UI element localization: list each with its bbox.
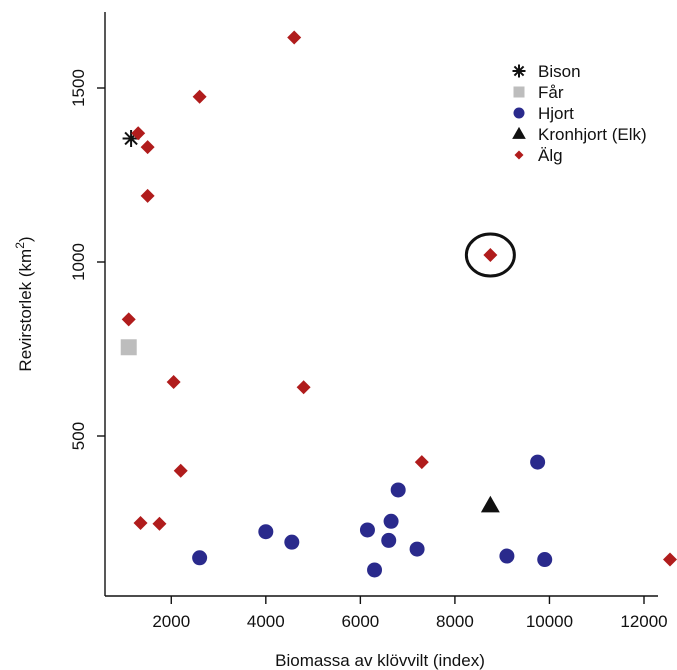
legend-label: Bison — [538, 62, 581, 81]
y-axis-title-superscript: 2 — [13, 242, 27, 249]
axes — [104, 12, 658, 597]
data-point — [381, 532, 397, 548]
data-point — [480, 495, 500, 513]
highlight-circle — [464, 232, 516, 278]
data-point — [663, 552, 677, 567]
data-point — [121, 312, 136, 327]
x-tick-label: 12000 — [620, 612, 667, 631]
data-point — [284, 534, 300, 550]
x-tick-label: 4000 — [247, 612, 285, 631]
data-point — [414, 455, 429, 470]
x-tick-label: 2000 — [152, 612, 190, 631]
legend-label: Älg — [538, 146, 563, 165]
y-axis-title-end: ) — [16, 236, 35, 242]
x-ticks: 2000 4000 6000 8000 10000 12000 — [152, 596, 668, 631]
data-point — [383, 513, 399, 529]
x-axis-title: Biomassa av klövvilt (index) — [275, 651, 485, 670]
legend-marker-circle — [513, 107, 525, 119]
y-axis-title-text: Revirstorlek (km — [16, 249, 35, 372]
data-point — [131, 126, 146, 141]
legend-item: Kronhjort (Elk) — [512, 125, 647, 144]
x-tick-label: 10000 — [526, 612, 573, 631]
series--lg — [121, 30, 677, 567]
legend-label: Kronhjort (Elk) — [538, 125, 647, 144]
data-point — [390, 482, 406, 498]
legend-marker-triangle — [512, 126, 526, 139]
y-tick-label: 500 — [69, 422, 88, 450]
data-point — [409, 541, 425, 557]
data-point — [173, 463, 188, 478]
legend-item: Bison — [512, 62, 581, 81]
data-point — [166, 375, 181, 390]
data-point — [359, 522, 375, 538]
x-tick-label: 6000 — [341, 612, 379, 631]
data-point — [296, 380, 311, 395]
data-point — [258, 524, 274, 540]
data-point — [367, 562, 383, 578]
data-point — [133, 516, 148, 530]
legend-label: Får — [538, 83, 564, 102]
legend-item: Får — [513, 83, 564, 102]
data-point — [287, 30, 302, 45]
series-f-r — [120, 339, 137, 356]
legend-marker-diamond — [514, 150, 524, 160]
x-tick-label: 8000 — [436, 612, 474, 631]
series-hjort — [192, 454, 553, 578]
plot-area — [120, 30, 677, 578]
data-point — [140, 188, 155, 203]
y-ticks: 500 1000 1500 — [69, 69, 105, 450]
legend-marker-asterisk — [512, 64, 526, 78]
y-tick-label: 1500 — [69, 69, 88, 107]
legend-label: Hjort — [538, 104, 574, 123]
data-point — [120, 339, 137, 356]
legend-item: Älg — [514, 146, 563, 165]
legend-item: Hjort — [513, 104, 574, 123]
legend-marker-square — [513, 86, 525, 98]
data-point — [152, 516, 167, 531]
y-axis-title: Revirstorlek (km2) — [13, 236, 35, 371]
data-point — [530, 454, 546, 470]
data-point — [122, 129, 140, 147]
y-tick-label: 1000 — [69, 243, 88, 281]
legend: Bison Får Hjort Kronhjort (Elk) Älg — [512, 62, 647, 165]
series-bison — [122, 129, 140, 147]
data-point — [192, 550, 208, 566]
data-point — [483, 248, 498, 263]
data-point — [499, 548, 515, 564]
data-point — [537, 552, 553, 568]
data-point — [140, 140, 155, 155]
data-point — [192, 89, 207, 104]
series-kronhjort-elk- — [480, 495, 500, 513]
